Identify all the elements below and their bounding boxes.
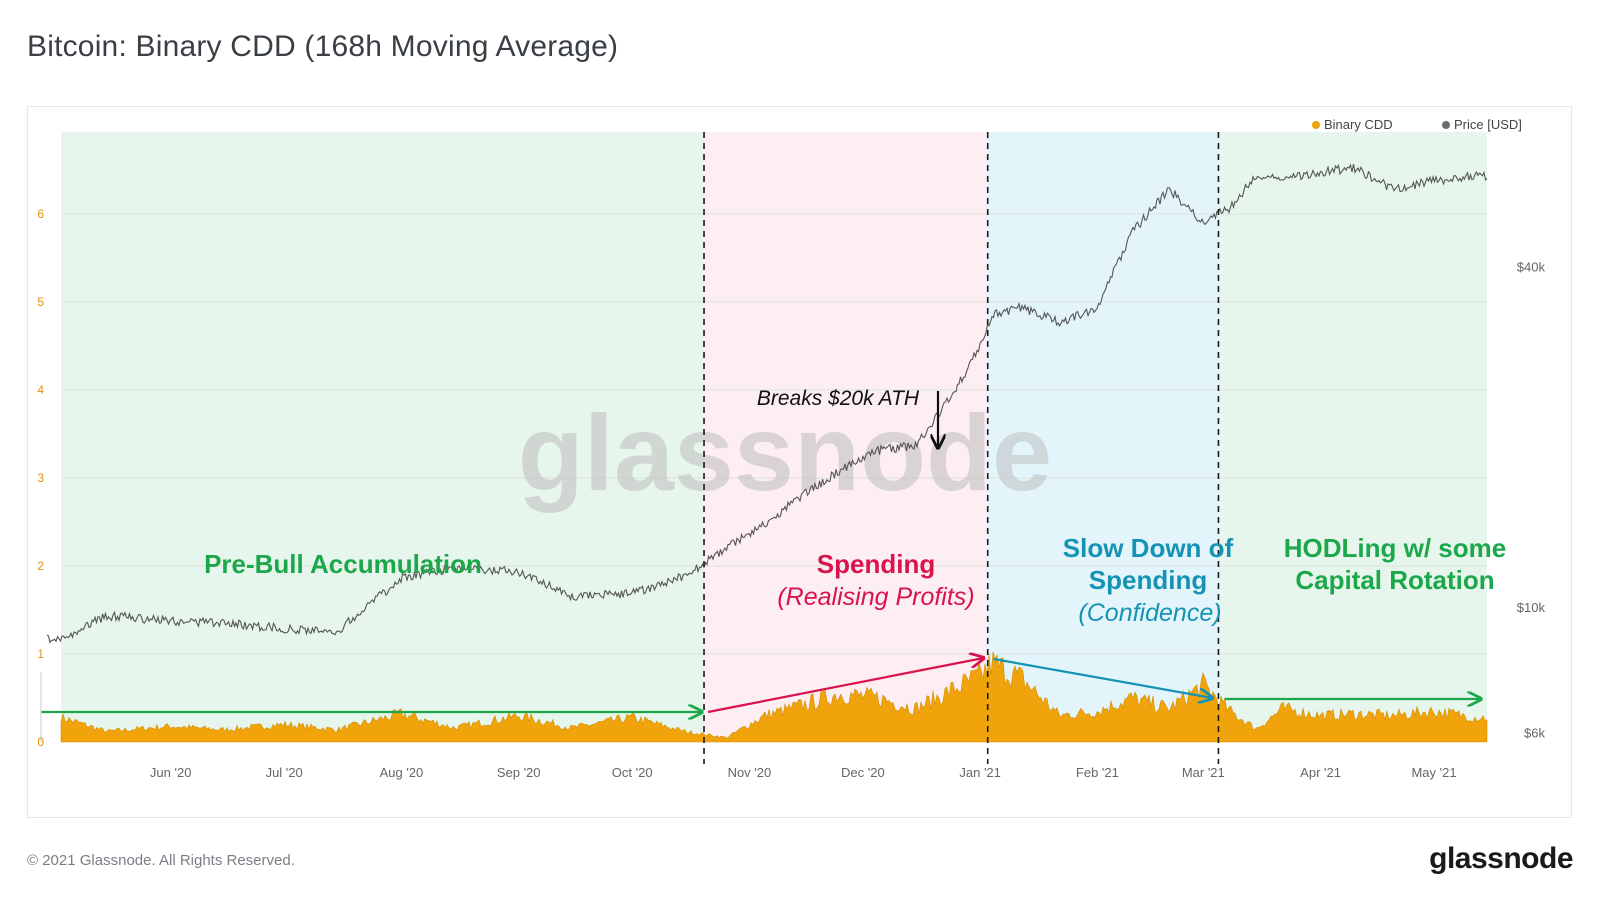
- chart-frame: [27, 106, 1572, 818]
- gridlines: [61, 213, 1487, 655]
- arrow-spending: [707, 658, 984, 714]
- y-left-tick: 5: [37, 295, 44, 309]
- legend-label: Binary CDD: [1324, 117, 1393, 132]
- y-left-tick: 2: [37, 559, 44, 573]
- zone4-title-line2: Capital Rotation: [1295, 565, 1494, 595]
- legend-label: Price [USD]: [1454, 117, 1522, 132]
- page-title: Bitcoin: Binary CDD (168h Moving Average…: [27, 30, 619, 63]
- x-tick: Nov '20: [728, 765, 772, 780]
- x-tick: Feb '21: [1076, 765, 1119, 780]
- zone1-title: Pre-Bull Accumulation: [204, 549, 482, 579]
- y-left-tick: 4: [37, 383, 44, 397]
- x-tick: Jul '20: [266, 765, 303, 780]
- y-left-tick: 1: [37, 647, 44, 661]
- x-tick: Apr '21: [1300, 765, 1341, 780]
- x-tick: Dec '20: [841, 765, 885, 780]
- zone3-title-line1: Slow Down of: [1063, 533, 1234, 563]
- x-tick: Aug '20: [380, 765, 424, 780]
- zone4-title-line1: HODLing w/ some: [1284, 533, 1506, 563]
- ath-note: Breaks $20k ATH: [757, 387, 920, 410]
- zone2-subtitle: (Realising Profits): [777, 583, 974, 611]
- y-left-tick: 6: [37, 207, 44, 221]
- y-right-tick: $6k: [1524, 726, 1545, 741]
- y-left-tick: 0: [37, 735, 44, 749]
- zone3-title-line2: Spending: [1089, 565, 1207, 595]
- x-tick: Jun '20: [150, 765, 192, 780]
- y-right-tick: $40k: [1517, 259, 1546, 274]
- legend-dot: [1442, 121, 1450, 129]
- x-tick: Sep '20: [497, 765, 541, 780]
- price-line: [46, 163, 1488, 644]
- x-tick: Mar '21: [1182, 765, 1225, 780]
- legend: Binary CDD Price [USD]: [1312, 117, 1522, 132]
- x-tick: May '21: [1411, 765, 1456, 780]
- x-tick: Oct '20: [612, 765, 653, 780]
- axes: 0 1 2 3 4 5 6 $6k $10k $40k Jun '20 Jul '20 Aug '20 S…: [37, 207, 1545, 780]
- trend-arrows: [41, 391, 1481, 712]
- binary-cdd-area: [60, 651, 1488, 743]
- watermark: glassnode: [518, 392, 1052, 513]
- zone-slowdown: [987, 132, 1219, 742]
- y-left-tick: 3: [37, 471, 44, 485]
- zone-pre-bull: [61, 132, 705, 742]
- watermark-text: glassnode: [518, 392, 1052, 513]
- zone3-subtitle: (Confidence): [1078, 599, 1221, 627]
- price-line-layer: [46, 163, 1488, 644]
- footer-logo[interactable]: glassnode: [1429, 842, 1573, 875]
- legend-dot: [1312, 121, 1320, 129]
- arrow-slowdown: [993, 657, 1213, 698]
- phase-zones: [61, 132, 1487, 742]
- annotations: Pre-Bull Accumulation Spending (Realising …: [204, 387, 1506, 627]
- cdd-area-layer: [60, 651, 1488, 743]
- zone-hodl: [1218, 132, 1487, 742]
- y-right-tick: $10k: [1517, 600, 1546, 615]
- x-tick: Jan '21: [959, 765, 1001, 780]
- zone2-title: Spending: [817, 549, 935, 579]
- footer-copyright: © 2021 Glassnode. All Rights Reserved.: [27, 852, 295, 869]
